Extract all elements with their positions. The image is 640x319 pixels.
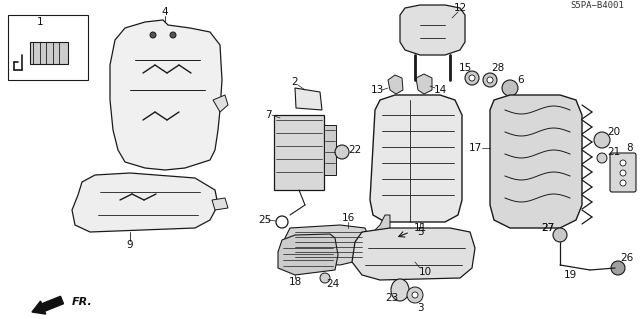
Circle shape [620, 180, 626, 186]
Text: 8: 8 [627, 143, 634, 153]
Polygon shape [375, 215, 390, 235]
Polygon shape [72, 173, 218, 232]
FancyBboxPatch shape [30, 42, 68, 64]
Text: 15: 15 [458, 63, 472, 73]
Polygon shape [352, 228, 475, 280]
Circle shape [487, 77, 493, 83]
Circle shape [620, 170, 626, 176]
Text: 24: 24 [326, 279, 340, 289]
Circle shape [553, 228, 567, 242]
Circle shape [502, 80, 518, 96]
Polygon shape [490, 95, 582, 228]
Text: 10: 10 [419, 267, 431, 277]
FancyBboxPatch shape [324, 125, 336, 175]
Polygon shape [400, 5, 465, 55]
Text: 2: 2 [292, 77, 298, 87]
Text: 3: 3 [417, 303, 423, 313]
Text: 16: 16 [341, 213, 355, 223]
Polygon shape [388, 75, 403, 94]
Circle shape [407, 287, 423, 303]
Text: 28: 28 [492, 63, 504, 73]
Text: 21: 21 [607, 147, 621, 157]
Text: 7: 7 [265, 110, 271, 120]
Polygon shape [213, 95, 228, 112]
Text: 19: 19 [563, 270, 577, 280]
Circle shape [465, 71, 479, 85]
Ellipse shape [391, 279, 409, 301]
Circle shape [483, 73, 497, 87]
FancyBboxPatch shape [274, 115, 324, 190]
Polygon shape [212, 198, 228, 210]
Text: 5: 5 [417, 227, 423, 237]
Polygon shape [370, 95, 462, 222]
Text: 1: 1 [36, 17, 44, 27]
Text: 23: 23 [385, 293, 399, 303]
Polygon shape [278, 234, 338, 275]
Text: 9: 9 [127, 240, 133, 250]
Circle shape [620, 160, 626, 166]
Polygon shape [285, 225, 370, 265]
Text: 13: 13 [371, 85, 383, 95]
Text: 25: 25 [259, 215, 271, 225]
Text: FR.: FR. [72, 297, 93, 307]
Circle shape [335, 145, 349, 159]
Text: 4: 4 [162, 7, 168, 17]
Polygon shape [295, 88, 322, 110]
Circle shape [150, 32, 156, 38]
Bar [8, 15, 88, 80]
Text: 18: 18 [289, 277, 301, 287]
Text: S5PA−B4001: S5PA−B4001 [570, 1, 624, 10]
Polygon shape [416, 74, 432, 94]
Text: 26: 26 [620, 253, 634, 263]
Circle shape [469, 75, 475, 81]
Text: 12: 12 [453, 3, 467, 13]
Text: 14: 14 [433, 85, 447, 95]
FancyBboxPatch shape [610, 153, 636, 192]
Text: 6: 6 [518, 75, 524, 85]
Polygon shape [110, 20, 222, 170]
Circle shape [597, 153, 607, 163]
FancyArrow shape [32, 296, 63, 314]
Text: 22: 22 [348, 145, 362, 155]
Text: 17: 17 [468, 143, 482, 153]
Circle shape [320, 273, 330, 283]
Circle shape [412, 292, 418, 298]
Circle shape [170, 32, 176, 38]
Circle shape [611, 261, 625, 275]
Text: 27: 27 [541, 223, 555, 233]
Text: 27: 27 [541, 223, 555, 233]
Text: 11: 11 [413, 223, 427, 233]
Text: 20: 20 [607, 127, 621, 137]
Circle shape [594, 132, 610, 148]
